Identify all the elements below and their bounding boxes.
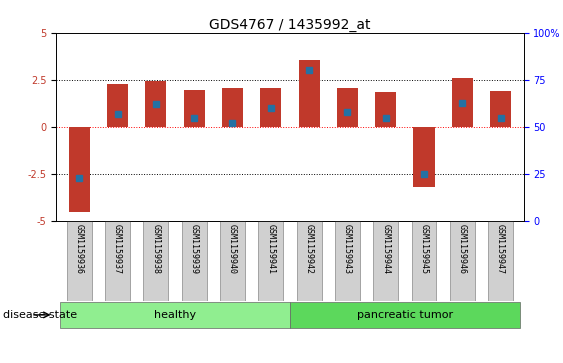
- Bar: [490, 91, 511, 127]
- Text: healthy: healthy: [154, 310, 196, 320]
- Bar: [297, 221, 321, 301]
- Bar: [452, 78, 473, 127]
- Text: GSM1159941: GSM1159941: [266, 224, 275, 274]
- Bar: [144, 221, 168, 301]
- Text: GSM1159947: GSM1159947: [496, 224, 505, 274]
- Text: GSM1159937: GSM1159937: [113, 224, 122, 274]
- Text: pancreatic tumor: pancreatic tumor: [357, 310, 453, 320]
- Text: GSM1159945: GSM1159945: [419, 224, 428, 274]
- Bar: [488, 221, 513, 301]
- Text: GSM1159946: GSM1159946: [458, 224, 467, 274]
- Text: GSM1159938: GSM1159938: [151, 224, 160, 274]
- Text: GSM1159942: GSM1159942: [305, 224, 314, 274]
- Bar: [145, 81, 167, 127]
- Text: disease state: disease state: [3, 310, 77, 320]
- Bar: [105, 221, 130, 301]
- Bar: [373, 221, 398, 301]
- Bar: [258, 221, 283, 301]
- Bar: [60, 302, 290, 328]
- Bar: [260, 88, 282, 127]
- Text: GSM1159939: GSM1159939: [190, 224, 199, 274]
- Text: GSM1159944: GSM1159944: [381, 224, 390, 274]
- Bar: [220, 221, 245, 301]
- Bar: [298, 60, 320, 127]
- Bar: [67, 221, 92, 301]
- Bar: [184, 90, 205, 127]
- Bar: [69, 127, 90, 212]
- Bar: [375, 92, 396, 127]
- Bar: [412, 221, 436, 301]
- Bar: [413, 127, 435, 187]
- Bar: [335, 221, 360, 301]
- Bar: [450, 221, 475, 301]
- Text: GSM1159936: GSM1159936: [75, 224, 84, 274]
- Bar: [222, 88, 243, 127]
- Bar: [107, 83, 128, 127]
- Bar: [182, 221, 207, 301]
- Text: GSM1159940: GSM1159940: [228, 224, 237, 274]
- Text: GSM1159943: GSM1159943: [343, 224, 352, 274]
- Bar: [290, 302, 520, 328]
- Bar: [337, 88, 358, 127]
- Title: GDS4767 / 1435992_at: GDS4767 / 1435992_at: [209, 18, 370, 32]
